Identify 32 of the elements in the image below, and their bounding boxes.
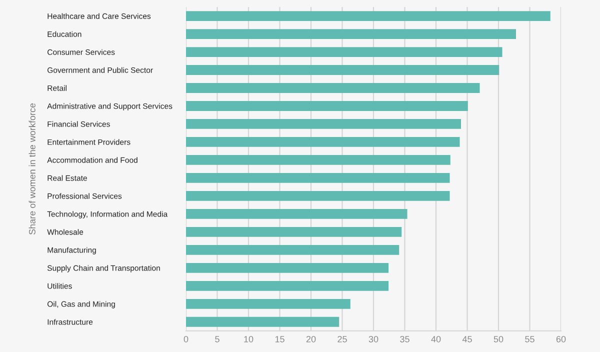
bar	[186, 298, 350, 309]
x-tick-label: 55	[525, 336, 534, 342]
bar	[186, 173, 450, 183]
y-axis-title: Share of women in the workforce	[28, 103, 36, 235]
bar	[186, 244, 400, 255]
x-tick-label: 30	[368, 336, 378, 342]
bar	[186, 280, 388, 291]
x-tick-label: 45	[462, 336, 472, 342]
x-tick-label: 15	[275, 336, 284, 342]
bar	[186, 11, 550, 21]
bar	[186, 155, 450, 165]
bar	[186, 119, 461, 129]
x-tick-label: 20	[306, 336, 316, 342]
bar	[186, 226, 402, 237]
bar	[186, 208, 408, 219]
x-tick-label: 25	[338, 336, 347, 342]
bar	[186, 83, 480, 93]
bar	[186, 316, 340, 327]
x-tick-label: 5	[215, 336, 220, 342]
bar	[186, 137, 460, 147]
x-tick-label: 35	[400, 336, 410, 342]
bar	[186, 47, 502, 57]
x-tick-label: 10	[244, 336, 254, 342]
bar	[186, 101, 468, 111]
x-tick-label: 50	[494, 336, 504, 342]
bar	[186, 29, 516, 39]
bar	[186, 262, 388, 273]
bar	[186, 65, 500, 75]
x-tick-label: 60	[556, 336, 566, 342]
bar	[186, 191, 450, 201]
x-tick-label: 40	[431, 336, 441, 342]
x-tick-label: 0	[184, 336, 188, 342]
